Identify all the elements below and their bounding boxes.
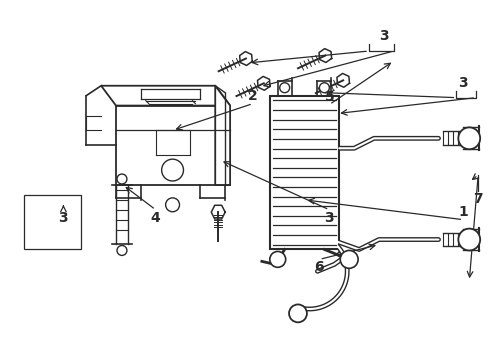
- Bar: [270, 96, 339, 249]
- Circle shape: [162, 159, 183, 181]
- Text: 3: 3: [459, 76, 468, 90]
- Text: 6: 6: [315, 260, 324, 274]
- Circle shape: [117, 246, 127, 255]
- Text: 3: 3: [379, 29, 389, 43]
- Circle shape: [458, 229, 480, 251]
- Text: 5: 5: [324, 90, 334, 104]
- Text: 1: 1: [459, 205, 468, 219]
- Circle shape: [340, 251, 358, 268]
- Circle shape: [117, 174, 127, 184]
- Text: 3: 3: [59, 211, 68, 225]
- Text: 4: 4: [151, 211, 161, 225]
- Polygon shape: [116, 105, 230, 185]
- Text: 2: 2: [248, 89, 258, 103]
- Circle shape: [270, 251, 286, 267]
- Polygon shape: [215, 86, 230, 185]
- Circle shape: [166, 198, 179, 212]
- Text: 3: 3: [324, 211, 334, 225]
- Circle shape: [280, 83, 290, 93]
- Polygon shape: [101, 86, 230, 105]
- Circle shape: [289, 305, 307, 322]
- Text: 7: 7: [473, 192, 483, 206]
- Circle shape: [319, 83, 329, 93]
- Circle shape: [458, 127, 480, 149]
- Bar: [24, 195, 81, 249]
